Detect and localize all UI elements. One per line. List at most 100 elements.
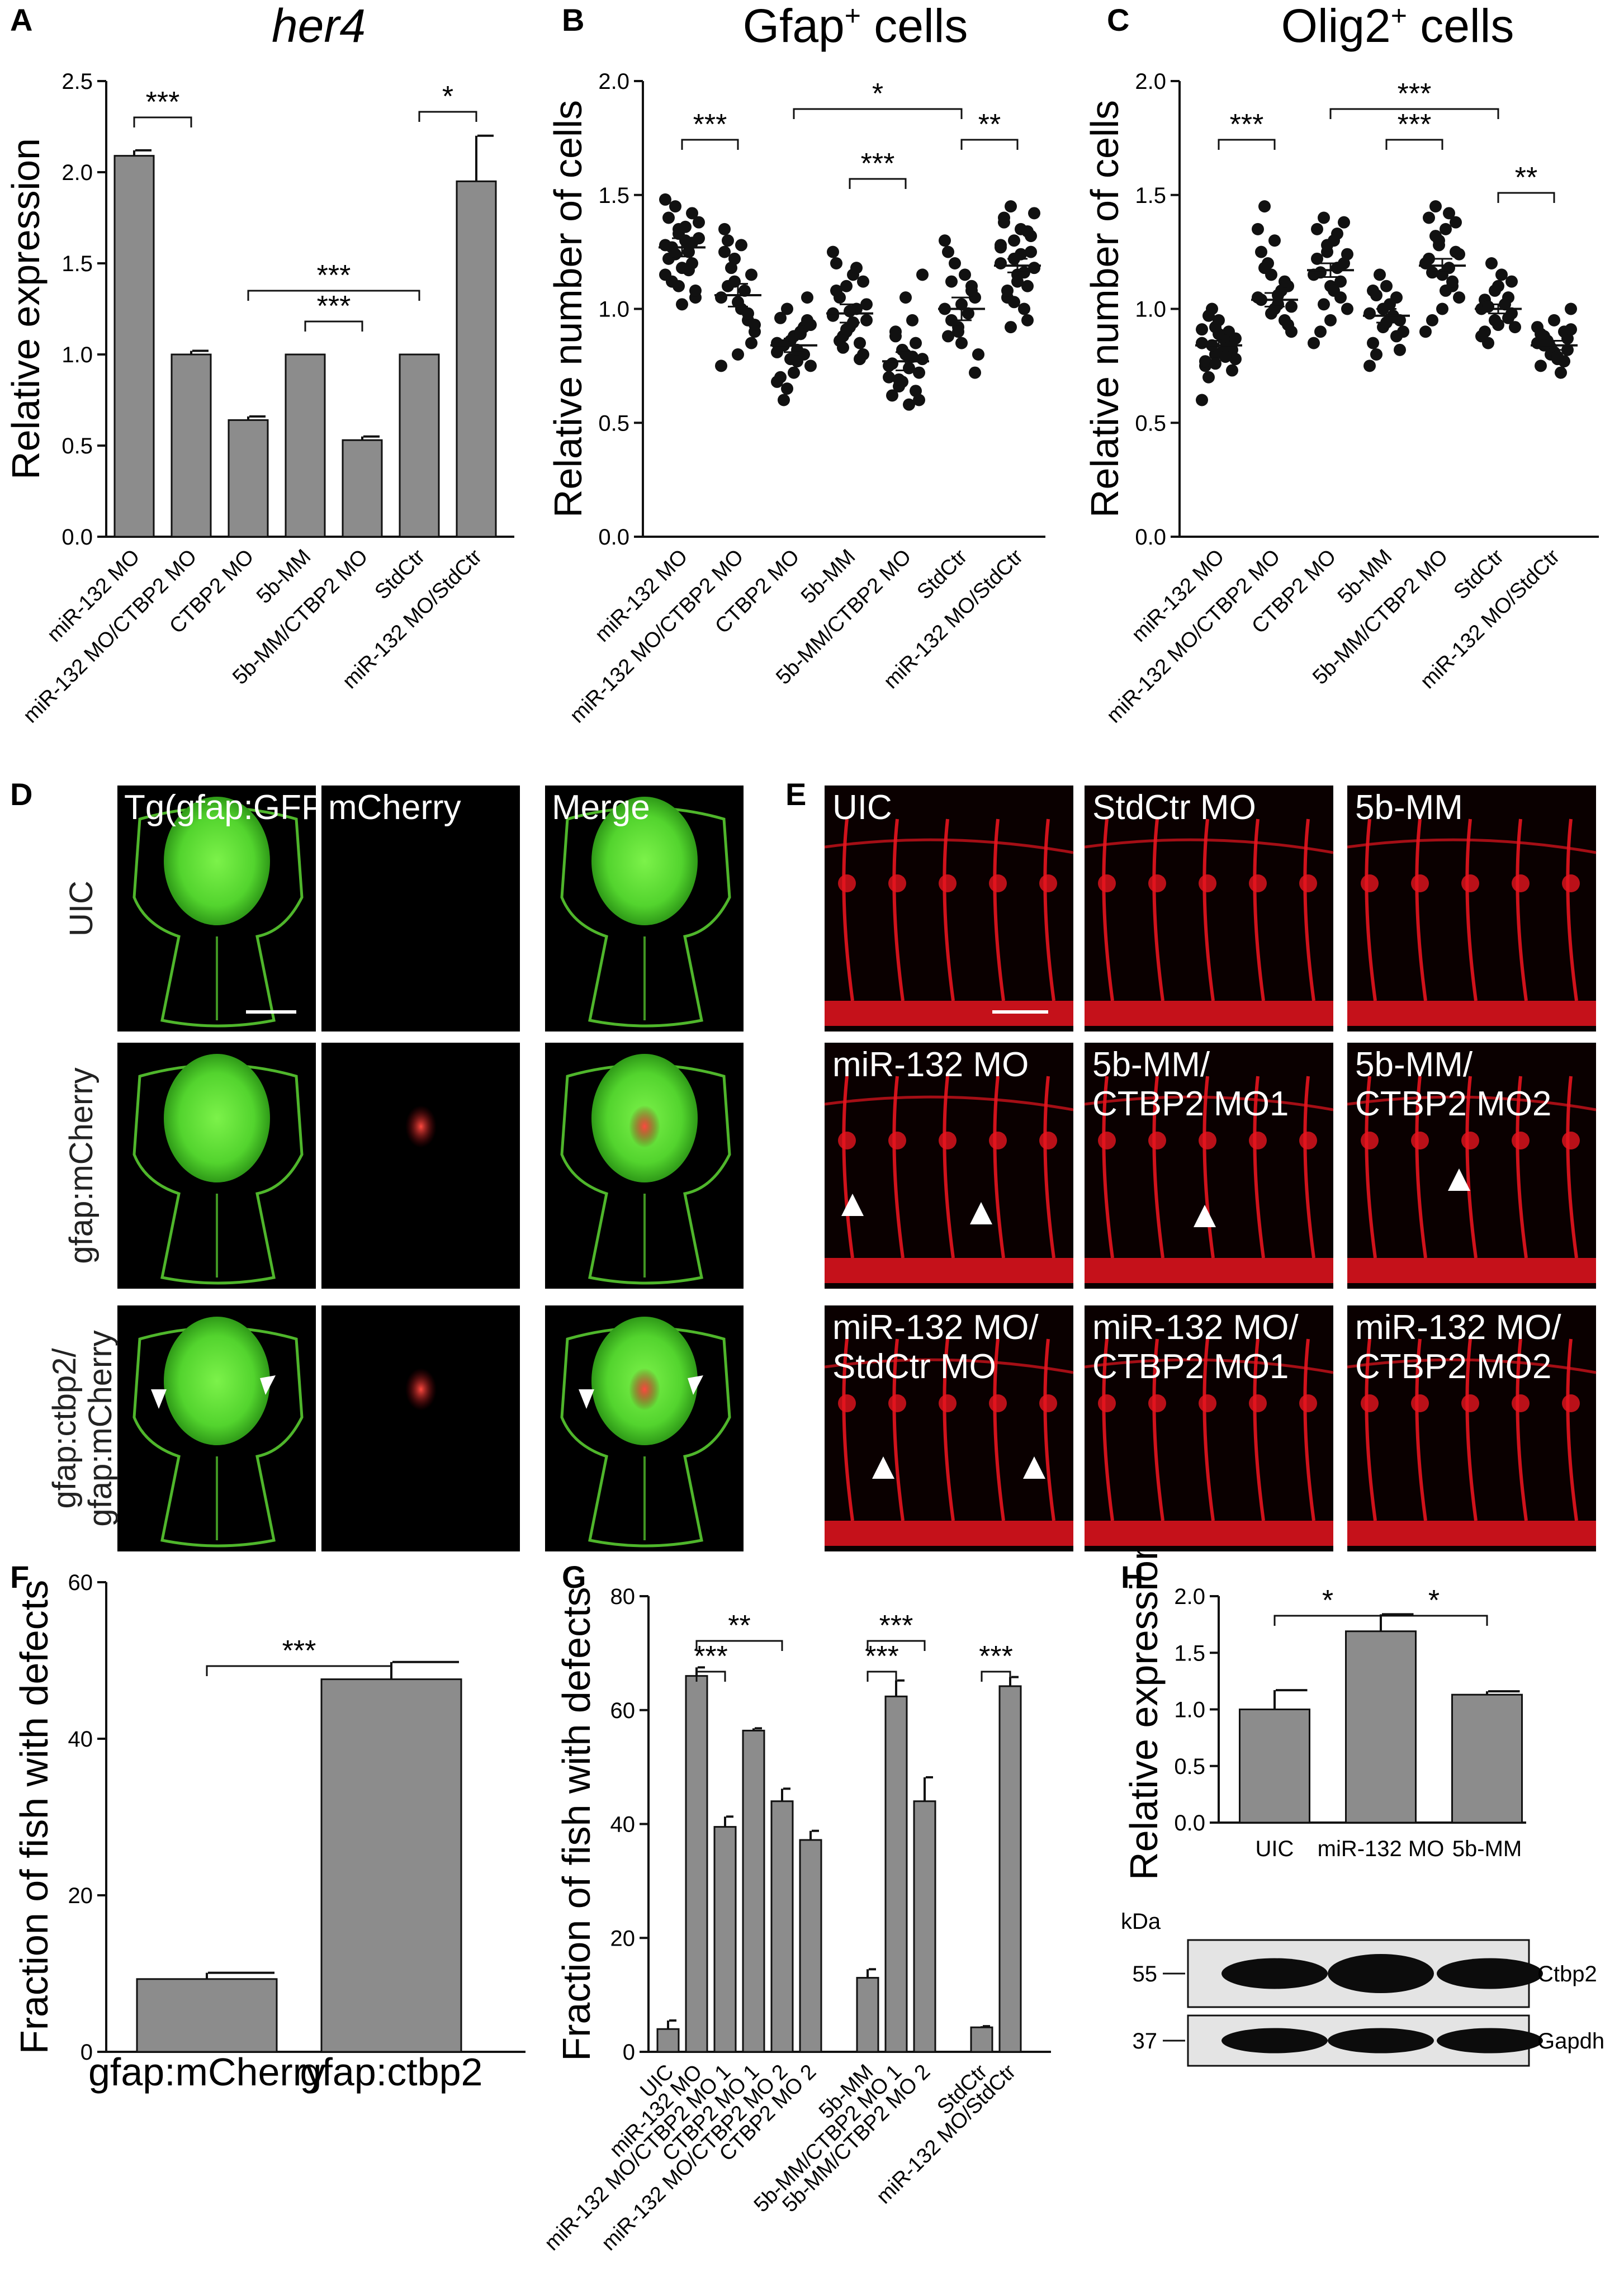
vessel-segment (1084, 838, 1334, 854)
vessel-segment (993, 1076, 1005, 1258)
data-point (1429, 230, 1442, 243)
vessel-segment (842, 1076, 854, 1258)
y-tick-label: 0.0 (61, 525, 93, 550)
vessel-node (1411, 874, 1429, 892)
data-point (1535, 328, 1547, 340)
data-point (830, 257, 842, 269)
y-axis-label: Relative number of cells (546, 100, 590, 518)
y-tick-label: 1.5 (1135, 183, 1166, 208)
significance-bracket (695, 1640, 783, 1651)
data-point (1321, 239, 1333, 252)
data-point (965, 284, 978, 297)
vessel-node (1512, 1132, 1530, 1149)
vessel-node (1461, 1394, 1479, 1412)
significance-bracket (418, 111, 477, 122)
data-point (728, 252, 741, 265)
y-tick-label: 0.5 (598, 411, 629, 436)
bar (770, 1800, 794, 2053)
data-point (1555, 366, 1567, 379)
data-point (794, 328, 807, 340)
vessel-node (838, 1132, 856, 1149)
significance-bracket (247, 290, 420, 301)
data-point (830, 284, 842, 297)
data-point (1229, 332, 1242, 345)
vessel-image-e: 5b-MM/CTBP2 MO2 (1347, 1043, 1597, 1289)
data-point (801, 291, 813, 304)
vessel-node (1098, 1394, 1116, 1412)
data-point (718, 245, 731, 258)
data-point (1258, 200, 1271, 213)
y-tick-label: 20 (610, 1926, 636, 1951)
vessel-node (939, 1132, 957, 1149)
data-point (659, 193, 671, 206)
data-point (683, 264, 695, 277)
data-point (1324, 314, 1337, 327)
chart-title: Olig2+ cells (1281, 0, 1514, 52)
data-point (1453, 291, 1465, 304)
data-point (1561, 343, 1574, 356)
data-point (1202, 371, 1215, 384)
data-point (1021, 314, 1034, 327)
image-background (321, 1305, 520, 1551)
data-point (1370, 348, 1382, 361)
data-point (886, 357, 898, 370)
y-tick-label: 1.5 (598, 183, 629, 208)
vessel-node (888, 1394, 906, 1412)
arrowhead-icon (1194, 1205, 1216, 1227)
marker-label: 55 (1133, 1962, 1158, 1986)
x-tick-label: 5b-MM (1452, 1837, 1522, 1861)
microscopy-panel-d: Tg(gfap:GFP)mCherry Merge UIC gfap:mCherry g… (46, 786, 744, 1551)
data-point (945, 275, 958, 288)
y-tick-label: 0 (623, 2040, 635, 2065)
panel-label-e: E (785, 777, 806, 812)
band-label: Gapdh (1537, 2029, 1604, 2054)
data-point (715, 291, 727, 304)
image-background (1085, 786, 1333, 1032)
vessel-node (989, 874, 1007, 892)
data-point (722, 234, 734, 247)
vessel-node (989, 1394, 1007, 1412)
dorsal-aorta (1347, 1521, 1596, 1546)
data-point (1311, 252, 1323, 265)
data-point (1255, 245, 1267, 258)
vessel-node (939, 874, 957, 892)
data-point (1341, 302, 1353, 315)
data-point (1196, 323, 1208, 336)
data-point (1279, 275, 1291, 288)
significance-bracket (133, 116, 192, 127)
x-tick-label: miR-132 MO (1318, 1837, 1445, 1861)
significance-bracket (304, 320, 363, 332)
vessel-node (1299, 1394, 1317, 1412)
dorsal-aorta (825, 1258, 1073, 1283)
significance-label: * (872, 78, 883, 110)
vessel-node (1039, 1394, 1057, 1412)
vessel-node (1039, 1132, 1057, 1149)
data-point (1258, 262, 1271, 275)
vessel-segment (1102, 1076, 1114, 1258)
arrowhead-icon (151, 1389, 167, 1409)
significance-label: *** (282, 1635, 316, 1667)
data-point (1423, 211, 1435, 224)
data-point (1199, 355, 1211, 368)
dorsal-aorta (1085, 1001, 1333, 1026)
data-point (1219, 351, 1232, 363)
column-label: Tg(gfap:GFP) (124, 788, 336, 827)
data-point (1426, 314, 1438, 327)
vessel-image-e: miR-132 MO/StdCtr MO (824, 1305, 1074, 1551)
bar (228, 419, 269, 538)
blot-band (1328, 2028, 1434, 2054)
vessel-segment (842, 1338, 854, 1521)
data-point (1331, 228, 1343, 240)
vessel-segment (1347, 1095, 1597, 1111)
data-point (1453, 248, 1465, 261)
panel-label-b: B (562, 2, 584, 37)
data-point (955, 337, 968, 349)
significance-label: *** (879, 1610, 913, 1642)
data-point (722, 280, 734, 292)
y-tick-label: 60 (610, 1698, 636, 1723)
vessel-node (1562, 1132, 1580, 1149)
significance-label: * (442, 81, 453, 113)
gfp-signal-blob (164, 1317, 270, 1445)
data-point (1314, 325, 1327, 338)
data-point (1489, 284, 1501, 297)
